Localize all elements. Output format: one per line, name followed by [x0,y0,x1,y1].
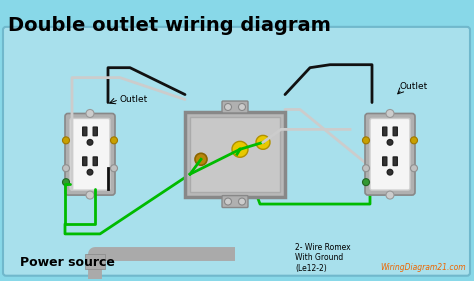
FancyBboxPatch shape [393,127,397,136]
Circle shape [63,179,70,186]
FancyBboxPatch shape [383,157,387,166]
Circle shape [410,137,418,144]
Circle shape [238,198,246,205]
FancyBboxPatch shape [365,114,415,195]
FancyBboxPatch shape [185,112,285,197]
FancyBboxPatch shape [222,196,248,208]
Text: Double outlet wiring diagram: Double outlet wiring diagram [8,16,331,35]
Circle shape [110,137,118,144]
Text: Outlet: Outlet [400,82,428,91]
FancyBboxPatch shape [93,157,97,166]
Circle shape [410,165,418,172]
Text: WiringDiagram21.com: WiringDiagram21.com [380,263,466,272]
Circle shape [110,165,118,172]
Circle shape [363,137,370,144]
FancyBboxPatch shape [383,127,387,136]
Wedge shape [256,135,270,149]
FancyBboxPatch shape [370,119,410,190]
Circle shape [225,103,231,110]
Circle shape [225,198,231,205]
Circle shape [387,169,393,175]
Circle shape [386,110,394,117]
Circle shape [363,179,370,186]
Circle shape [86,191,94,199]
Circle shape [238,103,246,110]
Text: Outlet: Outlet [120,95,148,104]
Wedge shape [232,141,248,157]
Text: Power source: Power source [20,256,115,269]
Text: 2- Wire Romex
With Ground
(Le12-2): 2- Wire Romex With Ground (Le12-2) [295,243,351,273]
Circle shape [87,140,93,145]
Circle shape [386,191,394,199]
Circle shape [63,165,70,172]
Circle shape [387,140,393,145]
FancyBboxPatch shape [3,27,470,276]
FancyBboxPatch shape [82,157,87,166]
Circle shape [363,165,370,172]
Circle shape [63,137,70,144]
FancyBboxPatch shape [393,157,397,166]
Circle shape [195,153,207,165]
FancyBboxPatch shape [82,127,87,136]
FancyBboxPatch shape [93,127,97,136]
FancyBboxPatch shape [65,114,115,195]
FancyBboxPatch shape [85,254,105,269]
FancyBboxPatch shape [222,101,248,113]
FancyBboxPatch shape [190,117,280,192]
Circle shape [86,110,94,117]
FancyBboxPatch shape [70,119,110,190]
Circle shape [87,169,93,175]
